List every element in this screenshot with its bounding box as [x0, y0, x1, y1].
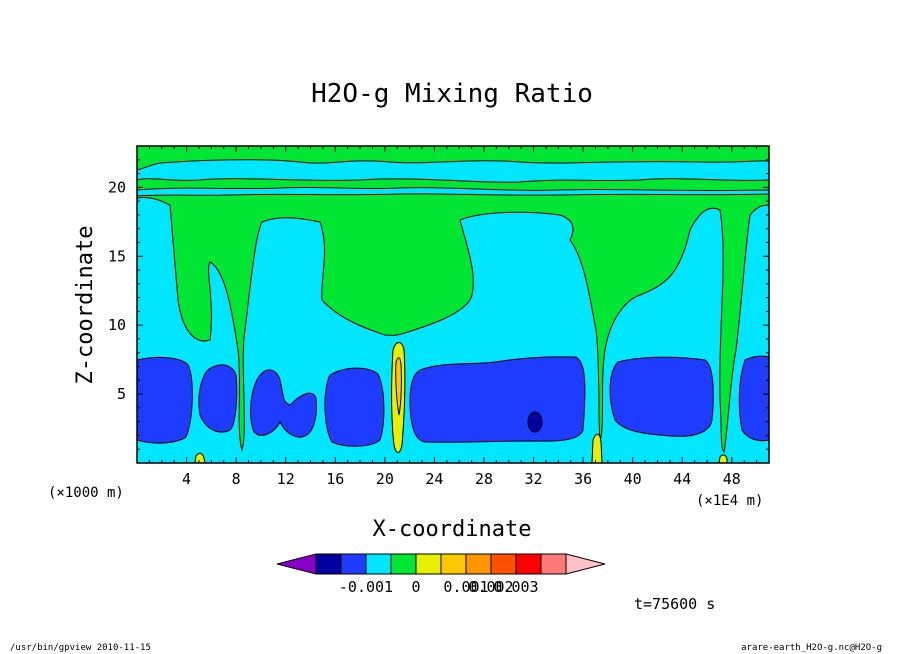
colorbar-segment [390, 553, 417, 575]
colorbar-label: 0.003 [493, 578, 538, 596]
time-label: t=75600 s [634, 595, 715, 613]
x-tick-label: 36 [574, 470, 592, 488]
field-yellow-small-3 [718, 454, 728, 463]
colorbar-segment [440, 553, 467, 575]
x-tick-label: 20 [376, 470, 394, 488]
y-tick-label: 5 [117, 385, 126, 403]
y-tick-marks: 5 10 15 20 [108, 159, 769, 450]
field-blue-blob-6 [609, 356, 714, 437]
colorbar-min-arrow [276, 553, 317, 575]
x-tick-label: 48 [723, 470, 741, 488]
x-tick-label: 16 [326, 470, 344, 488]
colorbar-segment [465, 553, 492, 575]
field-blue-blob-2 [198, 364, 238, 433]
field-blue-blob-1 [137, 356, 193, 444]
colorbar-segment [490, 553, 517, 575]
colorbar-segment [365, 553, 392, 575]
colorbar-segment [415, 553, 442, 575]
colorbar-segment [340, 553, 367, 575]
field-blue-blob-3 [250, 369, 317, 438]
y-tick-label: 10 [108, 316, 126, 334]
x-tick-label: 4 [182, 470, 191, 488]
x-tick-marks: 4 8 12 16 20 24 28 32 36 40 44 48 [148, 146, 758, 488]
colorbar-segment [515, 553, 542, 575]
colorbar-label: 0.001 [443, 578, 488, 596]
x-tick-label: 28 [475, 470, 493, 488]
x-tick-label: 12 [277, 470, 295, 488]
x-tick-label: 24 [425, 470, 443, 488]
field-blue-blob-5 [409, 356, 586, 443]
x-unit-left: (×1000 m) [48, 485, 124, 501]
y-axis-label: Z-coordinate [73, 226, 98, 385]
colorbar-max-arrow [565, 553, 606, 575]
plot-frame [136, 145, 770, 464]
colorbar-segment [540, 553, 567, 575]
x-axis-label: X-coordinate [373, 517, 532, 542]
y-tick-label: 20 [108, 178, 126, 196]
colorbar-segment [315, 553, 342, 575]
colorbar-label: 0.002 [468, 578, 513, 596]
field-blue-blob-4 [324, 367, 385, 447]
field-blue-blob-7 [738, 355, 769, 442]
x-tick-label: 44 [673, 470, 691, 488]
field-cyan-top-band [137, 159, 769, 183]
chart-title: H2O-g Mixing Ratio [311, 79, 593, 109]
field-yellow-small-2 [194, 452, 206, 463]
x-tick-label: 8 [232, 470, 241, 488]
x-tick-label: 32 [525, 470, 543, 488]
x-tick-label: 40 [624, 470, 642, 488]
field-orange-core [395, 357, 402, 416]
x-unit-right: (×1E4 m) [696, 493, 763, 509]
field-dark-blue-spot [527, 411, 543, 433]
colorbar-label: -0.001 [339, 578, 393, 596]
footer-right: arare-earth_H2O-g.nc@H2O-g [741, 643, 882, 653]
y-tick-label: 15 [108, 247, 126, 265]
field-yellow-small [591, 433, 603, 463]
footer-left: /usr/bin/gpview 2010-11-15 [10, 643, 151, 653]
colorbar-label: 0 [411, 578, 420, 596]
